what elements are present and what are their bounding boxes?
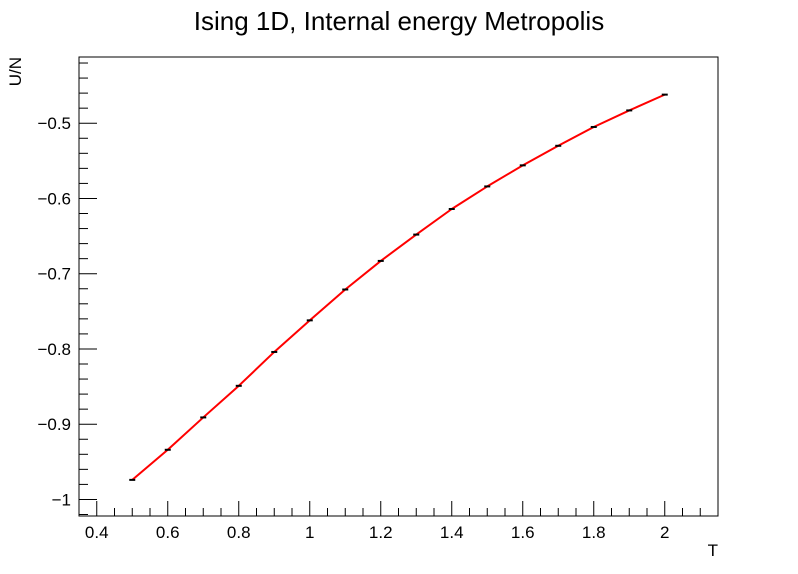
y-tick-label: −0.6 <box>37 189 71 208</box>
series-line <box>131 93 666 481</box>
x-tick-label: 0.6 <box>156 523 180 542</box>
x-tick-label: 1.4 <box>440 523 464 542</box>
axis-ticks <box>79 62 701 516</box>
x-tick-label: 1.2 <box>369 523 393 542</box>
y-tick-label: −0.7 <box>37 265 71 284</box>
y-tick-label: −0.8 <box>37 340 71 359</box>
y-tick-label: −1 <box>52 490 71 509</box>
x-tick-label: 1.6 <box>511 523 535 542</box>
axis-tick-labels: 0.4 0.6 0.8 1 1.2 1.4 1.6 1.8 2 −1 −0.9 −0.8 −0.7 −0.… <box>37 114 669 542</box>
y-tick-label: −0.9 <box>37 415 71 434</box>
x-tick-label: 0.8 <box>227 523 251 542</box>
x-tick-label: 1.8 <box>582 523 606 542</box>
chart-title: Ising 1D, Internal energy Metropolis <box>194 6 604 36</box>
x-tick-label: 2 <box>660 523 669 542</box>
x-axis-label: T <box>708 541 718 560</box>
x-tick-label: 1 <box>305 523 314 542</box>
y-tick-label: −0.5 <box>37 114 71 133</box>
series-layer <box>131 93 666 481</box>
y-axis-label: U/N <box>6 57 25 86</box>
x-tick-label: 0.4 <box>85 523 109 542</box>
marker-layer <box>129 93 668 481</box>
plot-frame <box>78 56 719 517</box>
